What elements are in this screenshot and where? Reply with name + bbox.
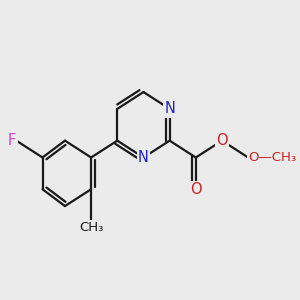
Text: N: N — [164, 101, 175, 116]
Text: N: N — [138, 150, 149, 165]
Text: O—CH₃: O—CH₃ — [248, 151, 296, 164]
Text: O: O — [190, 182, 202, 197]
Text: O: O — [216, 133, 228, 148]
Text: CH₃: CH₃ — [79, 221, 103, 234]
Text: F: F — [8, 133, 16, 148]
